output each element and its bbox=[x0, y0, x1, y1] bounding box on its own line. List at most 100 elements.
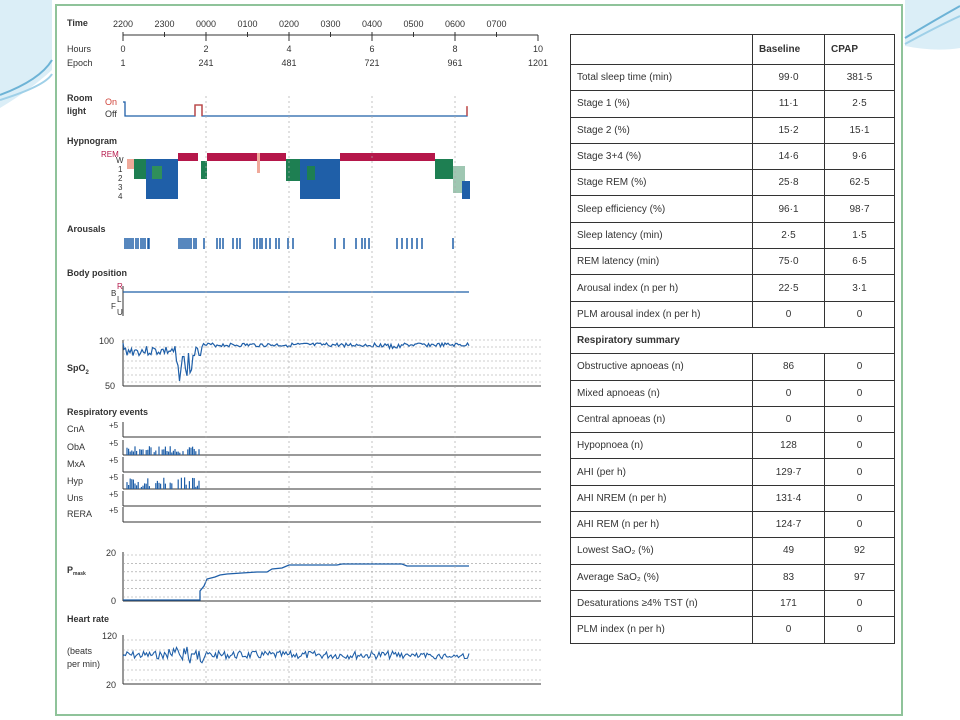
hours-axis-title: Hours bbox=[67, 44, 92, 54]
heart-rate-unit-1: (beats bbox=[67, 646, 93, 656]
hypno-label-rem: REM bbox=[101, 150, 119, 159]
table-row: Sleep efficiency (%) 96·1 98·7 bbox=[570, 195, 895, 223]
baseline-value: 171 bbox=[752, 589, 825, 618]
baseline-value: 49 bbox=[752, 537, 825, 565]
baseline-value: 0 bbox=[752, 300, 825, 328]
hypno-label-1: 1 bbox=[118, 165, 123, 174]
time-axis-title: Time bbox=[67, 18, 88, 28]
clock-tick-label: 2300 bbox=[154, 19, 174, 29]
cpap-value: 381·5 bbox=[824, 63, 895, 92]
row-label: REM latency (min) bbox=[570, 248, 753, 276]
spo2-track: SpO2 100 50 bbox=[67, 336, 541, 391]
row-label: Arousal index (n per h) bbox=[570, 274, 753, 302]
heart-rate-title: Heart rate bbox=[67, 614, 109, 624]
cpap-value: 0 bbox=[824, 353, 895, 381]
row-label: AHI NREM (n per h) bbox=[570, 484, 753, 513]
cpap-value: 0 bbox=[824, 405, 895, 434]
arousals-title: Arousals bbox=[67, 224, 106, 234]
baseline-value: 0 bbox=[752, 379, 825, 407]
clock-tick-label: 0700 bbox=[486, 19, 506, 29]
hour-tick-label: 10 bbox=[533, 44, 543, 54]
hypnogram-track: Hypnogram REM W 1 2 3 4 bbox=[67, 136, 470, 201]
cpap-value: 3·1 bbox=[824, 274, 895, 302]
table-section-row: Respiratory summary bbox=[570, 326, 895, 355]
spo2-min-label: 50 bbox=[105, 381, 115, 391]
table-row: PLM index (n per h) 0 0 bbox=[570, 616, 895, 644]
cpap-value: 0 bbox=[824, 432, 895, 460]
row-label: Desaturations ≥4% TST (n) bbox=[570, 589, 753, 618]
header-cpap: CPAP bbox=[824, 34, 895, 65]
resp-row-scale: +5 bbox=[109, 506, 119, 515]
heart-rate-track: Heart rate (beats per min) 120 20 bbox=[67, 614, 541, 690]
cpap-value: 6·5 bbox=[824, 248, 895, 276]
room-light-title-2: light bbox=[67, 106, 86, 116]
row-label: Stage 2 (%) bbox=[570, 116, 753, 144]
table-row: AHI NREM (n per h) 131·4 0 bbox=[570, 484, 895, 513]
hour-tick-label: 4 bbox=[286, 44, 291, 54]
table-row: REM latency (min) 75·0 6·5 bbox=[570, 248, 895, 276]
table-row: Stage 1 (%) 11·1 2·5 bbox=[570, 90, 895, 118]
baseline-value: 2·5 bbox=[752, 221, 825, 250]
table-row: Lowest SaO₂ (%) 49 92 bbox=[570, 537, 895, 565]
time-axis: Time Hours Epoch 2200 2300 0000 0100 0200 030… bbox=[67, 18, 548, 68]
arousals-track: Arousals bbox=[67, 224, 454, 249]
hypno-label-3: 3 bbox=[118, 183, 123, 192]
header-baseline: Baseline bbox=[752, 34, 825, 65]
pos-label-r: R bbox=[117, 282, 123, 291]
clock-tick-label: 0300 bbox=[320, 19, 340, 29]
body-position-title: Body position bbox=[67, 268, 127, 278]
clock-tick-label: 0000 bbox=[196, 19, 216, 29]
clock-tick-label: 0500 bbox=[403, 19, 423, 29]
cpap-value: 0 bbox=[824, 511, 895, 539]
cpap-value: 2·5 bbox=[824, 90, 895, 118]
table-row: Obstructive apnoeas (n) 86 0 bbox=[570, 353, 895, 381]
pos-label-b: B bbox=[111, 289, 116, 298]
resp-events-title: Respiratory events bbox=[67, 407, 148, 417]
resp-row-label: RERA bbox=[67, 509, 92, 519]
hour-tick-label: 6 bbox=[369, 44, 374, 54]
epoch-axis-title: Epoch bbox=[67, 58, 93, 68]
pos-label-u: U bbox=[117, 308, 123, 317]
epoch-tick-label: 721 bbox=[364, 58, 379, 68]
cpap-value: 0 bbox=[824, 379, 895, 407]
hypnogram-title: Hypnogram bbox=[67, 136, 117, 146]
hypno-label-4: 4 bbox=[118, 192, 123, 201]
table-row: AHI (per h) 129·7 0 bbox=[570, 458, 895, 486]
respiratory-events-track: Respiratory events CnA +5 ObA +5 MxA +5 Hyp +5 U… bbox=[67, 407, 541, 523]
hypno-label-w: W bbox=[116, 156, 124, 165]
row-label: PLM index (n per h) bbox=[570, 616, 753, 644]
baseline-value: 22·5 bbox=[752, 274, 825, 302]
cpap-value: 0 bbox=[824, 484, 895, 513]
baseline-value: 14·6 bbox=[752, 142, 825, 171]
hour-tick-label: 0 bbox=[120, 44, 125, 54]
baseline-value: 128 bbox=[752, 432, 825, 460]
pos-label-l: L bbox=[117, 295, 122, 304]
table-header-row: Baseline CPAP bbox=[570, 34, 895, 65]
clock-tick-label: 0200 bbox=[279, 19, 299, 29]
table-row: Stage 3+4 (%) 14·6 9·6 bbox=[570, 142, 895, 171]
row-label: AHI (per h) bbox=[570, 458, 753, 486]
corner-swoosh-right bbox=[905, 0, 960, 50]
resp-row-scale: +5 bbox=[109, 421, 119, 430]
spo2-title: SpO2 bbox=[67, 363, 90, 376]
resp-row-label: CnA bbox=[67, 424, 85, 434]
cpap-value: 92 bbox=[824, 537, 895, 565]
table-row: Stage REM (%) 25·8 62·5 bbox=[570, 169, 895, 197]
pos-label-f: F bbox=[111, 302, 116, 311]
row-label: Sleep efficiency (%) bbox=[570, 195, 753, 223]
table-row: AHI REM (n per h) 124·7 0 bbox=[570, 511, 895, 539]
table-row: PLM arousal index (n per h) 0 0 bbox=[570, 300, 895, 328]
cpap-value: 98·7 bbox=[824, 195, 895, 223]
resp-row-label: MxA bbox=[67, 459, 85, 469]
polysomnography-panel: Time Hours Epoch 2200 2300 0000 0100 0200 030… bbox=[67, 18, 548, 690]
room-light-on-label: On bbox=[105, 97, 117, 107]
epoch-tick-label: 1201 bbox=[528, 58, 548, 68]
resp-row-scale: +5 bbox=[109, 456, 119, 465]
sleep-summary-table: Baseline CPAP Total sleep time (min) 99·0… bbox=[570, 34, 895, 644]
table-row: Mixed apnoeas (n) 0 0 bbox=[570, 379, 895, 407]
section-label: Respiratory summary bbox=[570, 326, 895, 355]
baseline-value: 96·1 bbox=[752, 195, 825, 223]
row-label: Central apnoeas (n) bbox=[570, 405, 753, 434]
header-label-cell bbox=[570, 34, 753, 65]
row-label: Lowest SaO₂ (%) bbox=[570, 537, 753, 565]
